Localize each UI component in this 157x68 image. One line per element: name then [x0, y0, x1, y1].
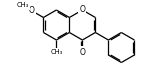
Text: CH₃: CH₃: [16, 3, 29, 8]
Text: O: O: [79, 48, 85, 57]
Text: O: O: [29, 6, 35, 15]
Text: CH₃: CH₃: [50, 49, 63, 55]
Text: O: O: [79, 6, 85, 14]
